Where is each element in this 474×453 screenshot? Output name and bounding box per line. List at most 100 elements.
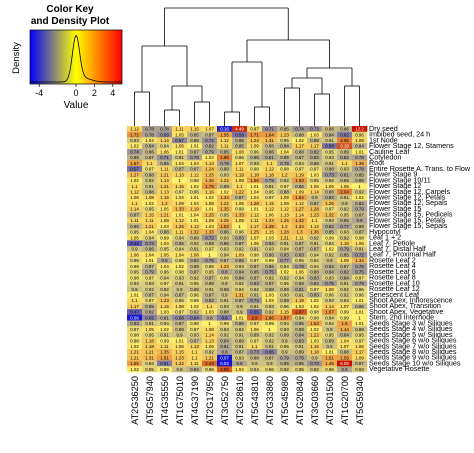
heatmap-cell bbox=[142, 148, 158, 155]
heatmap-cell-value: 0.92 bbox=[190, 310, 199, 315]
heatmap-cell bbox=[322, 337, 338, 344]
heatmap-cell-value: 1.04 bbox=[160, 264, 169, 269]
heatmap-cell-value: 0.83 bbox=[190, 258, 199, 263]
heatmap-cell bbox=[277, 240, 293, 247]
heatmap-cell-value: 1.08 bbox=[205, 201, 214, 206]
heatmap-cell bbox=[247, 137, 263, 144]
heatmap-cell bbox=[352, 240, 368, 247]
heatmap-cell-value: 1.12 bbox=[190, 224, 199, 229]
heatmap-cell bbox=[247, 354, 263, 361]
heatmap-cell-value: 0.93 bbox=[175, 275, 184, 280]
heatmap-cell-value: 0.86 bbox=[130, 224, 139, 229]
heatmap-cell bbox=[127, 137, 143, 144]
heatmap-cell bbox=[157, 183, 173, 190]
heatmap-cell-value: 0.67 bbox=[175, 138, 184, 143]
heatmap-cell bbox=[337, 343, 353, 350]
heatmap-cell-value: 1.05 bbox=[130, 235, 139, 240]
heatmap-cell-value: 1.13 bbox=[310, 224, 319, 229]
heatmap-cell-value: 0.79 bbox=[355, 207, 364, 212]
heatmap-cell-value: 1.96 bbox=[220, 155, 229, 160]
heatmap-cell bbox=[172, 171, 188, 178]
heatmap-cell bbox=[172, 131, 188, 138]
heatmap-cell-value: 1.09 bbox=[205, 218, 214, 223]
heatmap-cell-value: 1.02 bbox=[355, 195, 364, 200]
heatmap-cell bbox=[247, 337, 263, 344]
row-label: Rosette Leaf 2 bbox=[369, 255, 416, 264]
heatmap-cell bbox=[352, 280, 368, 287]
heatmap-cell-value: 1.03 bbox=[205, 224, 214, 229]
heatmap-cell bbox=[262, 234, 278, 241]
heatmap-cell-value: 1.1 bbox=[146, 161, 153, 166]
heatmap-cell bbox=[157, 188, 173, 195]
heatmap-cell-value: 1.01 bbox=[355, 310, 364, 315]
heatmap-cell-value: 0.95 bbox=[325, 333, 334, 338]
heatmap-cell-value: 0.83 bbox=[295, 338, 304, 343]
heatmap-cell-value: 1.06 bbox=[310, 184, 319, 189]
heatmap-cell bbox=[142, 206, 158, 213]
heatmap-cell-value: 1.09 bbox=[280, 195, 289, 200]
heatmap-cell-value: 1.06 bbox=[160, 149, 169, 154]
heatmap-cell bbox=[157, 223, 173, 230]
heatmap-cell-value: 0.93 bbox=[220, 304, 229, 309]
row-label: 1st Node bbox=[369, 135, 398, 144]
heatmap-cell-value: 0.87 bbox=[310, 201, 319, 206]
heatmap-cell-value: 1.03 bbox=[310, 338, 319, 343]
heatmap-cell bbox=[247, 349, 263, 356]
heatmap-cell bbox=[127, 183, 143, 190]
heatmap-cell-value: 0.94 bbox=[295, 275, 304, 280]
heatmap-cell-value: 1.02 bbox=[280, 270, 289, 275]
heatmap-cell bbox=[292, 366, 308, 373]
heatmap-cell bbox=[172, 269, 188, 276]
heatmap-cell bbox=[232, 223, 248, 230]
heatmap-cell bbox=[217, 291, 233, 298]
heatmap-cell bbox=[172, 177, 188, 184]
heatmap-cell bbox=[322, 303, 338, 310]
heatmap-cell-value: 0.88 bbox=[325, 127, 334, 132]
heatmap-cell bbox=[187, 331, 203, 338]
heatmap-cell-value: 1.23 bbox=[175, 355, 184, 360]
heatmap-cell-value: 0.94 bbox=[235, 287, 244, 292]
heatmap-cell bbox=[187, 228, 203, 235]
heatmap-cell bbox=[337, 337, 353, 344]
heatmap-cell-value: 0.84 bbox=[235, 270, 244, 275]
heatmap-cell bbox=[277, 200, 293, 207]
heatmap-cell bbox=[202, 263, 218, 270]
heatmap-cell bbox=[262, 291, 278, 298]
heatmap-cell bbox=[172, 166, 188, 173]
heatmap-cell bbox=[307, 206, 323, 213]
heatmap-cell-values: 1.12 0.78 0.78 1.11 1.15 1.07 0.16 4.49 0.97 0.71… bbox=[130, 127, 364, 372]
color-key-density-curve bbox=[30, 34, 122, 83]
heatmap-cell-value: 0.94 bbox=[310, 264, 319, 269]
heatmap-cell-value: 0.92 bbox=[265, 275, 274, 280]
heatmap-cell-value: 1.02 bbox=[220, 190, 229, 195]
heatmap-cell bbox=[262, 286, 278, 293]
heatmap-cell-value: 1.04 bbox=[340, 338, 349, 343]
heatmap-cell-value: 1.12 bbox=[175, 218, 184, 223]
heatmap-cell bbox=[127, 360, 143, 367]
heatmap-cell bbox=[187, 286, 203, 293]
heatmap-cell-value: 0.89 bbox=[280, 298, 289, 303]
heatmap-cell-value: 1.51 bbox=[325, 355, 334, 360]
heatmap-cell-value: 1.6 bbox=[341, 321, 348, 326]
heatmap-cell-value: 0.9 bbox=[251, 361, 258, 366]
heatmap-cell-value: 0.94 bbox=[295, 315, 304, 320]
heatmap-cell bbox=[292, 131, 308, 138]
heatmap-cell bbox=[202, 171, 218, 178]
heatmap-cell bbox=[202, 143, 218, 150]
heatmap-cell-value: 0.99 bbox=[190, 298, 199, 303]
heatmap-cell-value: 0.96 bbox=[190, 292, 199, 297]
heatmap-cell-value: 0.92 bbox=[235, 327, 244, 332]
heatmap-cell bbox=[292, 251, 308, 258]
heatmap-cell bbox=[217, 211, 233, 218]
heatmap-cell bbox=[232, 366, 248, 373]
heatmap-cell bbox=[187, 240, 203, 247]
heatmap-cell-value: 0.92 bbox=[250, 287, 259, 292]
heatmap-cell bbox=[307, 211, 323, 218]
heatmap-cell-value: 1.2 bbox=[281, 224, 288, 229]
heatmap-cell-value: 1.07 bbox=[250, 235, 259, 240]
heatmap-cell-value: 0.93 bbox=[325, 298, 334, 303]
heatmap-cell bbox=[232, 286, 248, 293]
heatmap-cell bbox=[262, 154, 278, 161]
heatmap-cell-value: 1.23 bbox=[220, 264, 229, 269]
heatmap-cell-value: 1.45 bbox=[325, 361, 334, 366]
